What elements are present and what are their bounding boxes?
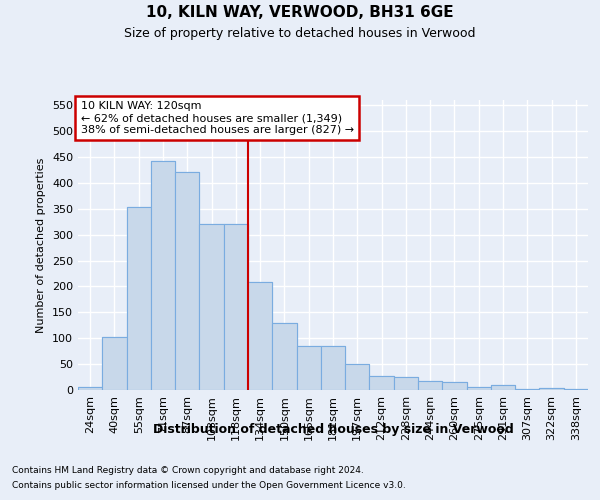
Bar — [394, 377, 418, 390]
Text: Size of property relative to detached houses in Verwood: Size of property relative to detached ho… — [124, 28, 476, 40]
Bar — [394, 377, 418, 390]
Bar — [345, 364, 370, 390]
Bar — [442, 382, 467, 390]
Bar — [127, 206, 151, 390]
Text: 10, KILN WAY, VERWOOD, BH31 6GE: 10, KILN WAY, VERWOOD, BH31 6GE — [146, 5, 454, 20]
Bar — [151, 160, 175, 390]
Bar — [272, 322, 296, 390]
Bar — [564, 389, 588, 390]
Bar — [321, 346, 345, 390]
Text: Distribution of detached houses by size in Verwood: Distribution of detached houses by size … — [152, 422, 514, 436]
Bar — [491, 386, 515, 390]
Bar — [370, 376, 394, 390]
Bar — [102, 337, 127, 390]
Bar — [248, 282, 272, 390]
Bar — [296, 346, 321, 390]
Bar — [296, 346, 321, 390]
Bar — [515, 389, 539, 390]
Bar — [224, 224, 248, 390]
Text: Contains public sector information licensed under the Open Government Licence v3: Contains public sector information licen… — [12, 481, 406, 490]
Bar — [467, 388, 491, 390]
Text: Contains HM Land Registry data © Crown copyright and database right 2024.: Contains HM Land Registry data © Crown c… — [12, 466, 364, 475]
Text: 10 KILN WAY: 120sqm
← 62% of detached houses are smaller (1,349)
38% of semi-det: 10 KILN WAY: 120sqm ← 62% of detached ho… — [80, 102, 353, 134]
Bar — [175, 172, 199, 390]
Bar — [418, 380, 442, 390]
Bar — [491, 386, 515, 390]
Bar — [345, 364, 370, 390]
Bar — [151, 160, 175, 390]
Y-axis label: Number of detached properties: Number of detached properties — [37, 158, 46, 332]
Bar — [515, 389, 539, 390]
Bar — [78, 388, 102, 390]
Bar — [564, 389, 588, 390]
Bar — [248, 282, 272, 390]
Bar — [78, 388, 102, 390]
Bar — [127, 206, 151, 390]
Bar — [442, 382, 467, 390]
Bar — [199, 224, 224, 390]
Bar — [321, 346, 345, 390]
Bar — [418, 380, 442, 390]
Bar — [175, 172, 199, 390]
Bar — [539, 388, 564, 390]
Bar — [224, 224, 248, 390]
Bar — [370, 376, 394, 390]
Bar — [102, 337, 127, 390]
Bar — [539, 388, 564, 390]
Bar — [199, 224, 224, 390]
Bar — [272, 322, 296, 390]
Bar — [467, 388, 491, 390]
